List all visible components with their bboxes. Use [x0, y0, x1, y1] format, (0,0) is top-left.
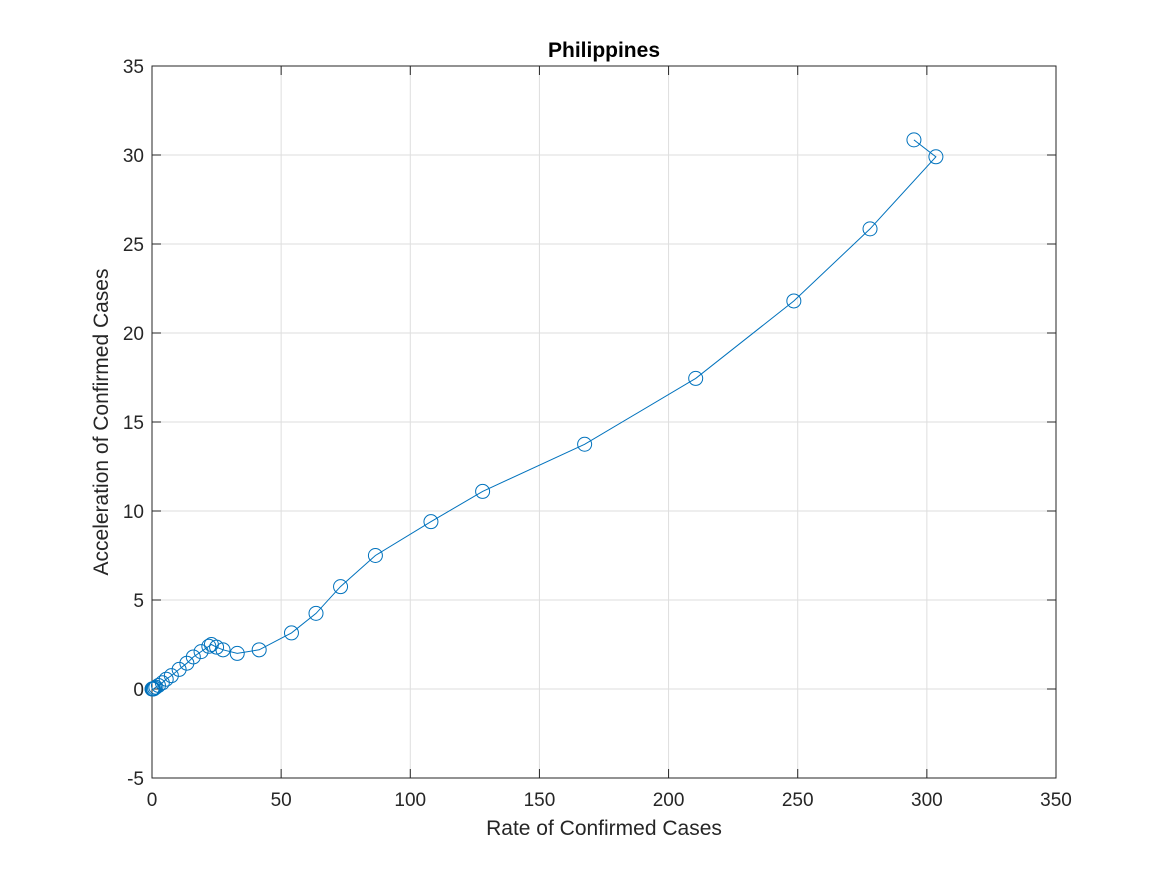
data-point: [906, 132, 922, 148]
data-point: [185, 649, 201, 665]
y-tick-label: 10: [123, 502, 144, 523]
data-point: [158, 671, 174, 687]
y-tick-label: 5: [133, 591, 144, 612]
data-point: [201, 638, 217, 654]
x-tick-label: 250: [782, 790, 814, 811]
data-point: [333, 579, 349, 595]
data-point: [786, 293, 802, 309]
x-axis-label: Rate of Confirmed Cases: [486, 817, 722, 840]
data-point: [179, 655, 195, 671]
x-tick-label: 150: [524, 790, 556, 811]
data-point: [688, 370, 704, 386]
data-point: [229, 645, 245, 661]
data-point: [163, 668, 179, 684]
x-tick-label: 300: [911, 790, 943, 811]
y-tick-label: 35: [123, 57, 144, 78]
y-tick-label: 0: [133, 680, 144, 701]
data-series: [144, 132, 944, 697]
x-tick-label: 0: [147, 790, 158, 811]
data-point: [283, 625, 299, 641]
y-tick-label: 25: [123, 235, 144, 256]
y-tick-label: 15: [123, 413, 144, 434]
data-point: [251, 642, 267, 658]
data-point: [475, 483, 491, 499]
x-tick-label: 200: [653, 790, 685, 811]
x-tick-label: 100: [394, 790, 426, 811]
y-axis-label: Acceleration of Confirmed Cases: [90, 269, 113, 576]
x-tick-label: 350: [1040, 790, 1072, 811]
data-point: [150, 677, 166, 693]
data-point: [193, 644, 209, 660]
data-point: [928, 149, 944, 165]
y-tick-label: -5: [127, 769, 144, 790]
data-point: [147, 680, 163, 696]
data-point: [171, 661, 187, 677]
data-point: [209, 639, 225, 655]
chart-title: Philippines: [548, 39, 660, 62]
y-tick-label: 20: [123, 324, 144, 345]
y-tick-label: 30: [123, 146, 144, 167]
data-point: [577, 436, 593, 452]
data-point: [367, 548, 383, 563]
data-point: [215, 642, 231, 658]
data-point: [862, 221, 878, 237]
data-point: [146, 681, 162, 697]
data-point: [423, 514, 439, 530]
data-point: [308, 605, 324, 621]
x-tick-label: 50: [271, 790, 292, 811]
